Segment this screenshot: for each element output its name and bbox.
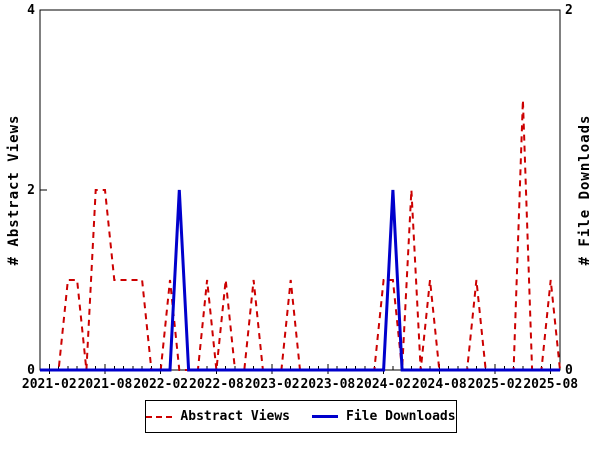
x-tick-label: 2025-08 (523, 377, 578, 392)
x-tick-label: 2024-02 (356, 377, 411, 392)
y-axis-label-left: # Abstract Views (6, 114, 22, 266)
file-downloads-solid-line-sample (312, 415, 338, 418)
plot-border (39, 9, 561, 371)
abstract-views-dashed-line-sample (146, 415, 173, 418)
legend-entry-file-downloads: File Downloads (312, 409, 456, 424)
x-tick-label: 2023-02 (245, 377, 300, 392)
x-tick-label: 2024-08 (412, 377, 467, 392)
y-tick-label-left: 0 (27, 363, 35, 378)
abstract-views-line (40, 99, 561, 371)
legend-box: Abstract Views File Downloads (145, 400, 457, 433)
legend-label-file-downloads: File Downloads (346, 409, 456, 424)
y-tick-label-left: 2 (27, 183, 35, 198)
x-tick-label: 2025-02 (468, 377, 523, 392)
x-tick-label: 2022-08 (189, 377, 244, 392)
legend-entry-abstract-views: Abstract Views (146, 409, 290, 424)
file-downloads-line (40, 189, 560, 372)
x-tick-label: 2021-02 (22, 377, 77, 392)
legend-label-abstract-views: Abstract Views (180, 409, 290, 424)
y-tick-label-right: 2 (565, 3, 573, 18)
y-axis-label-right: # File Downloads (577, 114, 593, 266)
x-tick-label: 2023-08 (300, 377, 355, 392)
x-tick-label: 2022-02 (133, 377, 188, 392)
y-tick-label-right: 0 (565, 363, 573, 378)
y-tick-label-left: 4 (27, 3, 35, 18)
x-tick-label: 2021-08 (78, 377, 133, 392)
